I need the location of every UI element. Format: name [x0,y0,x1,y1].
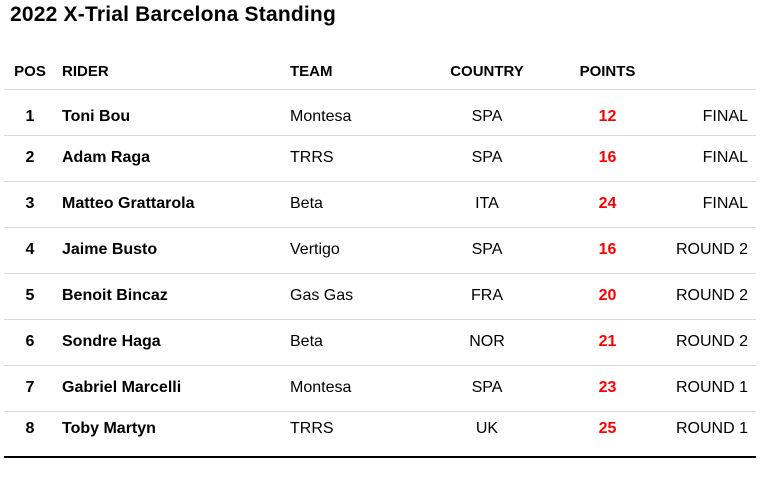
cell-rider: Matteo Grattarola [56,181,284,228]
cell-pos: 7 [4,365,56,412]
col-header-rider: RIDER [56,45,284,90]
cell-rider: Toni Bou [56,89,284,136]
cell-country: SPA [420,135,554,182]
cell-points: 12 [554,89,661,136]
cell-country: FRA [420,273,554,320]
cell-rider: Adam Raga [56,135,284,182]
cell-points: 25 [598,419,617,437]
cell-stage: ROUND 2 [661,319,756,366]
cell-stage: ROUND 1 [675,419,748,437]
col-header-country: COUNTRY [420,45,554,90]
table-row: 1 Toni Bou Montesa SPA 12 FINAL [4,89,756,136]
table-row: 7 Gabriel Marcelli Montesa SPA 23 ROUND … [4,365,756,412]
cell-pos: 3 [4,181,56,228]
cell-team: Beta [284,181,420,228]
cell-pos: 8 [25,419,35,437]
cell-points: 23 [554,365,661,412]
cell-stage: ROUND 1 [661,365,756,412]
cell-country: NOR [420,319,554,366]
cell-stage: FINAL [661,89,756,136]
table-row: 5 Benoit Bincaz Gas Gas FRA 20 ROUND 2 [4,273,756,320]
cell-rider: Sondre Haga [56,319,284,366]
table-row: 3 Matteo Grattarola Beta ITA 24 FINAL [4,181,756,228]
cell-pos: 6 [4,319,56,366]
standings-header: POS RIDER TEAM COUNTRY POINTS [4,45,756,90]
cell-points: 16 [554,135,661,182]
cell-team: TRRS [284,135,420,182]
cell-team: Vertigo [284,227,420,274]
cell-stage: FINAL [661,181,756,228]
cell-team: Montesa [284,89,420,136]
cell-stage: ROUND 2 [661,227,756,274]
header-row: POS RIDER TEAM COUNTRY POINTS [4,45,756,90]
col-header-points: POINTS [554,45,661,90]
standings-table: POS RIDER TEAM COUNTRY POINTS 1 Toni Bou… [4,45,756,458]
cell-points: 21 [554,319,661,366]
cell-team: Gas Gas [284,273,420,320]
cell-country: SPA [420,89,554,136]
cell-pos: 4 [4,227,56,274]
page-title: 2022 X-Trial Barcelona Standing [10,3,336,26]
cell-country: UK [475,419,499,437]
cell-country: ITA [420,181,554,228]
cell-points: 20 [554,273,661,320]
cell-team: Montesa [284,365,420,412]
cell-rider: Benoit Bincaz [56,273,284,320]
cell-country: SPA [420,227,554,274]
table-row: 2 Adam Raga TRRS SPA 16 FINAL [4,135,756,182]
cell-country: SPA [420,365,554,412]
col-header-team: TEAM [284,45,420,90]
col-header-pos: POS [4,45,56,90]
standings-page: 2022 X-Trial Barcelona Standing POS RIDE… [0,2,760,458]
cell-rider: Jaime Busto [56,227,284,274]
cell-team: TRRS [290,419,334,437]
cell-pos: 5 [4,273,56,320]
cell-stage: FINAL [661,135,756,182]
table-row: 8 Toby Martyn TRRS UK 25 ROUND 1 [4,411,756,457]
cell-points: 24 [554,181,661,228]
standings-body: 1 Toni Bou Montesa SPA 12 FINAL 2 Adam R… [4,89,756,457]
cell-pos: 2 [4,135,56,182]
cell-points: 16 [554,227,661,274]
cell-team: Beta [284,319,420,366]
table-row: 6 Sondre Haga Beta NOR 21 ROUND 2 [4,319,756,366]
table-row: 4 Jaime Busto Vertigo SPA 16 ROUND 2 [4,227,756,274]
col-header-stage [661,45,756,90]
cell-pos: 1 [4,89,56,136]
cell-stage: ROUND 2 [661,273,756,320]
cell-rider: Gabriel Marcelli [56,365,284,412]
cell-rider: Toby Martyn [62,419,156,437]
